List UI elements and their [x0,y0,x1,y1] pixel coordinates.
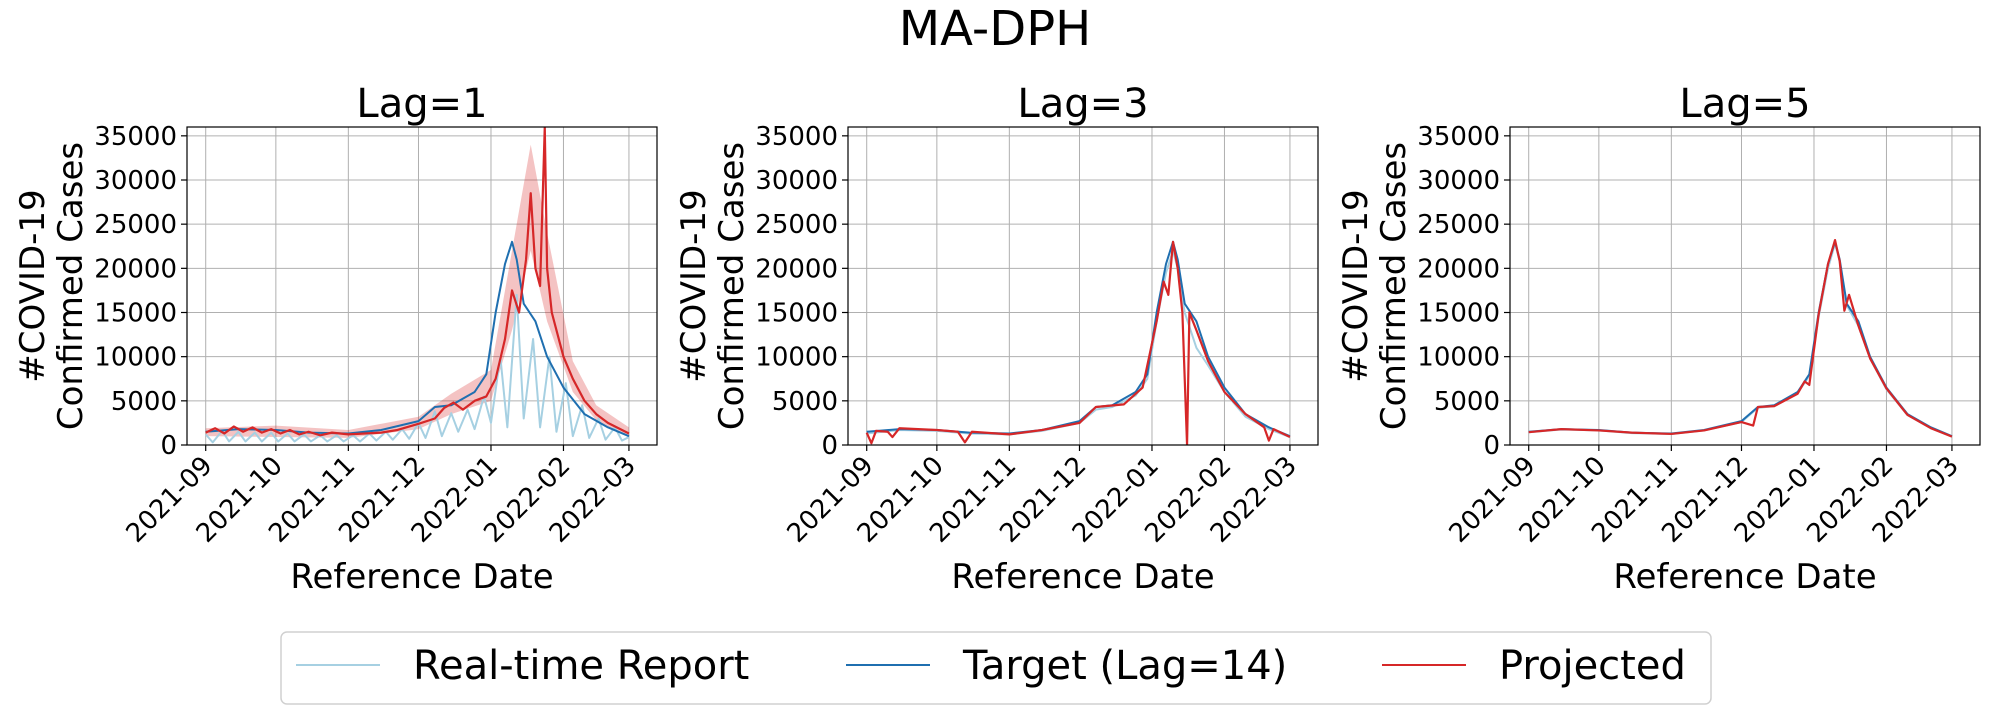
y-tick-label: 0 [1483,431,1500,461]
x-axis-label: Reference Date [951,557,1214,597]
y-tick-label: 35000 [755,122,838,152]
legend-label: Target (Lag=14) [962,643,1287,689]
y-tick-label: 0 [821,431,838,461]
y-tick-label: 15000 [755,299,838,329]
y-tick-label: 35000 [94,122,177,152]
panel-3: 050001000015000200002500030000350002021-… [1336,81,1981,597]
series-projected [865,240,1291,445]
legend-box [280,631,1712,705]
y-tick-label: 20000 [1417,254,1500,284]
y-tick-label: 10000 [1417,343,1500,373]
figure-title: MA-DPH [899,1,1092,57]
series-target [1528,240,1953,438]
y-tick-label: 35000 [1417,122,1500,152]
y-tick-label: 15000 [94,299,177,329]
y-tick-label: 5000 [772,387,838,417]
y-tick-label: 10000 [755,343,838,373]
axes-frame [847,126,1319,446]
y-tick-label: 25000 [94,210,177,240]
y-tick-label: 5000 [1434,387,1500,417]
y-tick-label: 5000 [111,387,177,417]
y-axis-label: Confirmed Cases [1374,142,1414,430]
series-projected [205,127,630,437]
series-real-time-report [866,249,1291,438]
y-axis-label: #COVID-19 [13,189,53,382]
y-tick-label: 10000 [94,343,177,373]
panel-1: 050001000015000200002500030000350002021-… [13,81,658,597]
y-tick-label: 15000 [1417,299,1500,329]
series-real-time-report [1528,242,1953,438]
y-tick-label: 25000 [755,210,838,240]
y-axis-label: Confirmed Cases [51,142,91,430]
y-tick-label: 30000 [755,166,838,196]
y-axis-label: Confirmed Cases [712,142,752,430]
axes-frame [1509,126,1981,446]
y-axis-label: #COVID-19 [674,189,714,382]
y-tick-label: 20000 [755,254,838,284]
panel-title: Lag=1 [356,81,487,127]
panel-title: Lag=5 [1679,81,1810,127]
panel-2: 050001000015000200002500030000350002021-… [674,81,1319,597]
y-tick-label: 20000 [94,254,177,284]
legend-label: Projected [1499,643,1686,689]
legend-label: Real-time Report [413,643,749,689]
series-projected [1528,238,1953,438]
legend: Real-time Report Target (Lag=14) Projected [280,631,1712,705]
y-tick-label: 30000 [1417,166,1500,196]
x-axis-label: Reference Date [1613,557,1876,597]
x-axis-label: Reference Date [290,557,553,597]
y-tick-label: 25000 [1417,210,1500,240]
y-tick-label: 30000 [94,166,177,196]
axes-frame [186,126,658,446]
projected-band [205,144,629,438]
y-axis-label: #COVID-19 [1336,189,1376,382]
panel-title: Lag=3 [1017,81,1148,127]
series-target [866,240,1291,438]
y-tick-label: 0 [160,431,177,461]
